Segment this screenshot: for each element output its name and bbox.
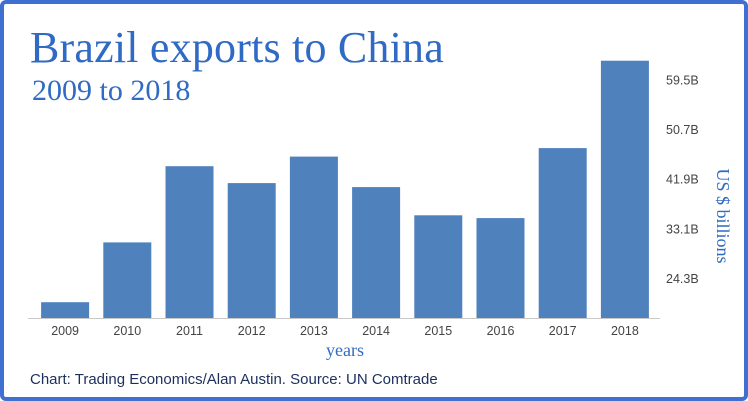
x-tick-label-2010: 2010 bbox=[113, 324, 141, 338]
x-tick-label-2012: 2012 bbox=[238, 324, 266, 338]
bar-2014 bbox=[352, 187, 401, 318]
bar-2013 bbox=[289, 156, 338, 318]
bar-2010 bbox=[103, 242, 152, 318]
y-tick-label: 33.1B bbox=[666, 222, 699, 236]
y-tick-labels: 24.3B 33.1B 41.9B 50.7B 59.5B bbox=[666, 73, 699, 286]
x-tick-label-2011: 2011 bbox=[176, 324, 203, 338]
x-tick-label-2017: 2017 bbox=[549, 324, 577, 338]
y-tick-label: 59.5B bbox=[666, 73, 699, 87]
x-axis-title: years bbox=[326, 340, 364, 360]
x-tick-label-2009: 2009 bbox=[51, 324, 79, 338]
bar-2011 bbox=[165, 166, 214, 318]
bar-2012 bbox=[227, 183, 276, 318]
chart-subtitle: 2009 to 2018 bbox=[32, 74, 191, 107]
x-tick-label-2013: 2013 bbox=[300, 324, 328, 338]
x-tick-label-2015: 2015 bbox=[424, 324, 452, 338]
y-tick-label: 41.9B bbox=[666, 173, 699, 187]
bars-group bbox=[41, 60, 649, 318]
bar-chart: 2009 2010 2011 2012 2013 2014 2015 2016 2017 2018… bbox=[28, 60, 733, 360]
chart-title: Brazil exports to China bbox=[30, 23, 444, 72]
x-tick-label-2018: 2018 bbox=[611, 324, 639, 338]
bar-2015 bbox=[414, 215, 463, 318]
y-tick-label: 50.7B bbox=[666, 123, 699, 137]
bar-2017 bbox=[538, 148, 587, 318]
y-axis-title: US $ billions bbox=[713, 168, 733, 263]
bar-2009 bbox=[41, 302, 90, 318]
bar-2018 bbox=[600, 60, 649, 318]
bar-2016 bbox=[476, 218, 525, 318]
x-tick-labels: 2009 2010 2011 2012 2013 2014 2015 2016 2017 2018 bbox=[51, 324, 639, 338]
chart-source: Chart: Trading Economics/Alan Austin. So… bbox=[30, 371, 438, 388]
x-tick-label-2016: 2016 bbox=[487, 324, 515, 338]
x-tick-label-2014: 2014 bbox=[362, 324, 390, 338]
y-tick-label: 24.3B bbox=[666, 272, 699, 286]
